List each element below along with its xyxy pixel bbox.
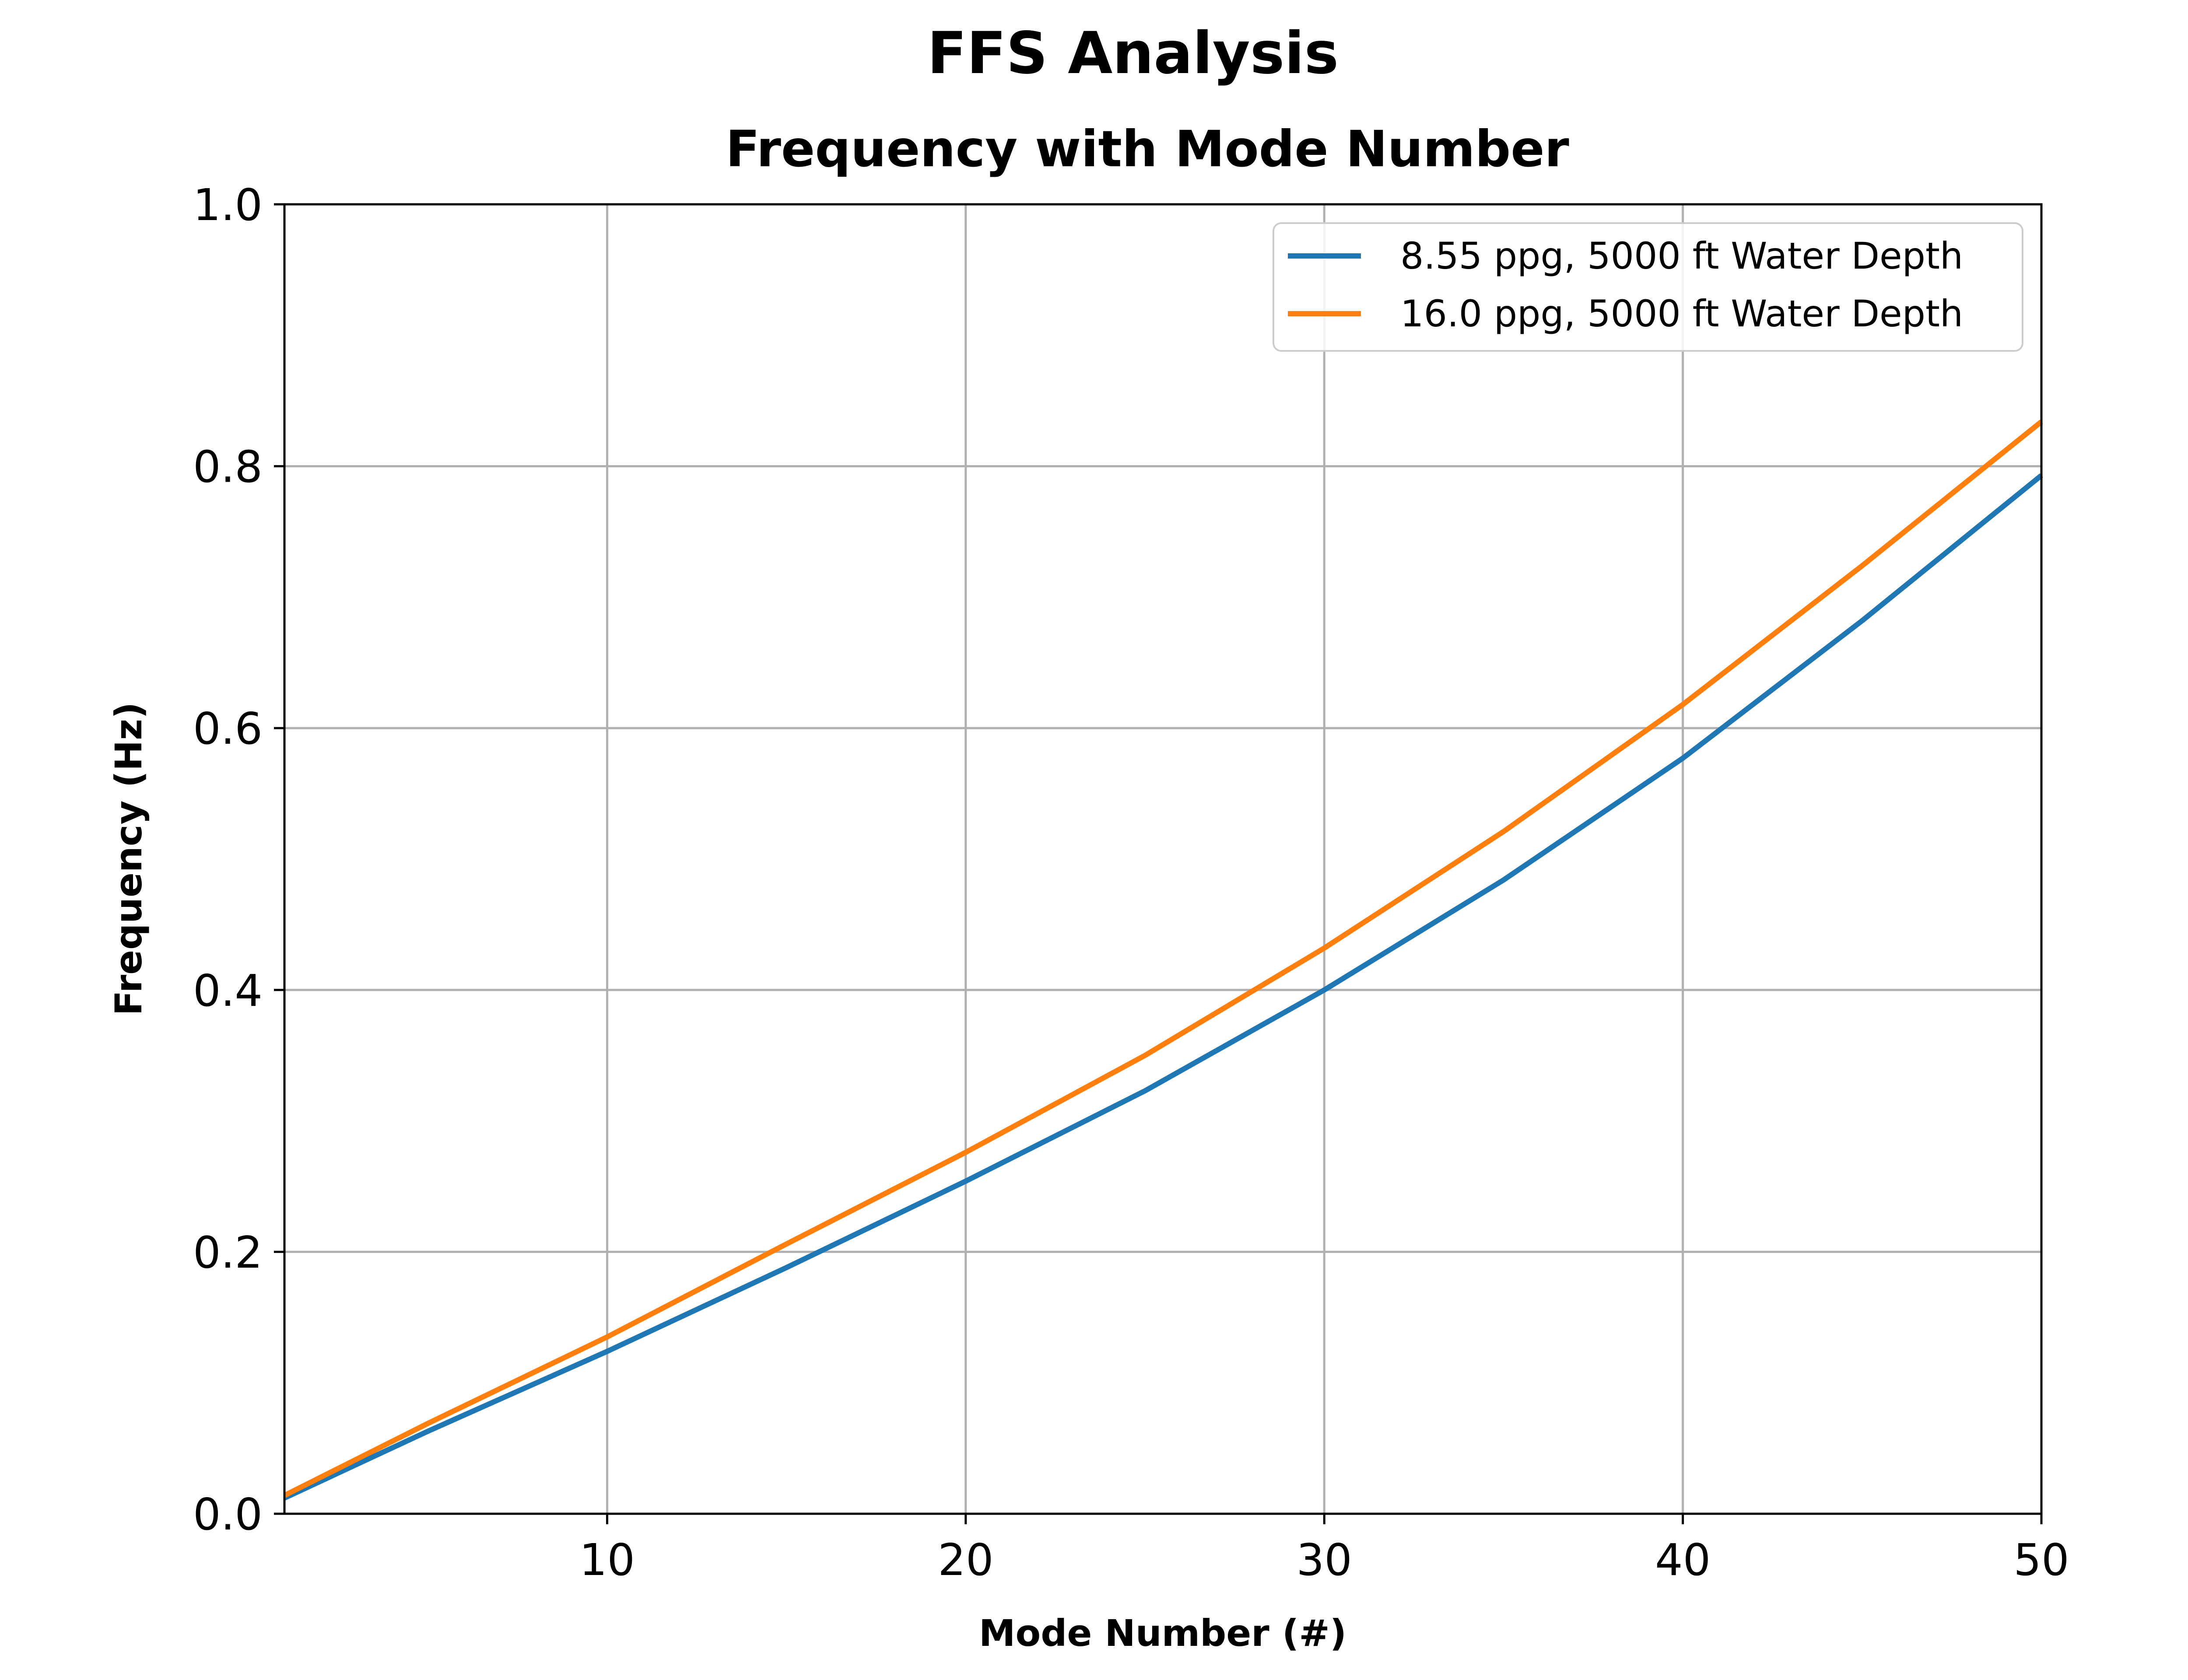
x-tick-label: 10 [579, 1534, 635, 1586]
x-tick-label: 50 [2013, 1534, 2069, 1586]
series-line-1 [283, 473, 2043, 1501]
series-layer [283, 420, 2043, 1501]
figure-suptitle: FFS Analysis [927, 20, 1339, 87]
x-tick-label: 20 [938, 1534, 993, 1586]
y-axis-ticks: 0.0 0.2 0.4 0.6 0.8 1.0 [193, 179, 284, 1540]
x-tick-label: 40 [1655, 1534, 1711, 1586]
y-tick-label: 0.2 [193, 1227, 263, 1278]
y-axis-label: Frequency (Hz) [107, 702, 150, 1016]
y-tick-label: 0.8 [193, 441, 263, 493]
x-axis-label: Mode Number (#) [979, 1612, 1346, 1655]
legend-label-series-1: 8.55 ppg, 5000 ft Water Depth [1400, 234, 1963, 277]
legend: 8.55 ppg, 5000 ft Water Depth 16.0 ppg, … [1273, 222, 2023, 352]
series-line-2 [283, 420, 2043, 1498]
y-tick-label: 0.4 [193, 965, 263, 1016]
x-axis-ticks: 10 20 30 40 50 [579, 1514, 2069, 1586]
y-tick-label: 0.0 [193, 1489, 263, 1540]
legend-label-series-2: 16.0 ppg, 5000 ft Water Depth [1400, 292, 1963, 335]
y-tick-label: 0.6 [193, 703, 263, 754]
x-tick-label: 30 [1297, 1534, 1352, 1586]
plot-frame [283, 203, 2043, 1515]
legend-box [1273, 222, 2023, 352]
y-tick-label: 1.0 [193, 179, 263, 231]
chart-title: Frequency with Mode Number [726, 120, 1569, 178]
